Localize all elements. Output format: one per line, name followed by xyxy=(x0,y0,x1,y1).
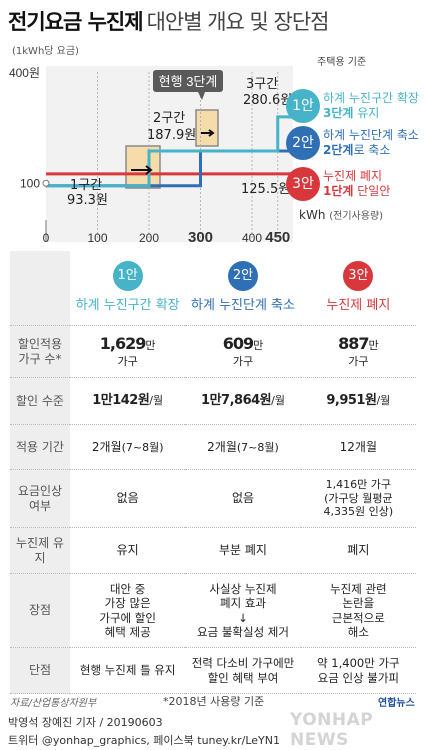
origin-marker xyxy=(42,179,50,187)
legend-badge-2: 2안 xyxy=(286,126,320,160)
cell-households-1: 1,629만 가구 xyxy=(70,325,186,378)
x-tick-label: 450 xyxy=(265,229,290,246)
title-main: 전기요금 누진제 xyxy=(8,10,144,34)
cell-discount-2: 1만7,864원/월 xyxy=(185,377,301,425)
cell-pros-2: 사실상 누진제 폐지 효과 ↓ 요금 불확실성 제거 xyxy=(185,573,301,648)
plan-2-name: 하계 누진단계 축소 xyxy=(191,298,295,314)
series-line-1 xyxy=(46,115,304,188)
yonhap-logo: 연합뉴스 xyxy=(378,698,415,709)
flat-price: 125.5원 xyxy=(241,182,291,197)
tier3-price: 280.6원 xyxy=(243,93,293,108)
chart-lines xyxy=(42,115,304,188)
x-tick-label: 400 xyxy=(242,231,262,245)
arrow-tier2 xyxy=(131,165,153,175)
row-label-period: 적용 기간 xyxy=(10,424,70,470)
plan-1-name: 하계 누진구간 확장 xyxy=(75,298,180,314)
legend-text-2: 하계 누진단계 축소 2단계로 축소 xyxy=(323,128,419,157)
legend-badge-1: 1안 xyxy=(286,89,320,123)
table-row-period: 적용 기간 2개월(7~8월) 2개월(7~8월) 12개월 xyxy=(10,424,416,470)
cell-households-2: 609만 가구 xyxy=(185,325,301,378)
x-axis-label: kWh (전기사용량) xyxy=(299,208,384,222)
plan-1-badge: 1안 xyxy=(112,261,143,292)
legend-text-3: 누진제 폐지 1단계 단일안 xyxy=(323,169,391,198)
y-axis-label: (1kWh당 요금) xyxy=(12,46,79,57)
cell-progressive-2: 부분 폐지 xyxy=(185,527,301,574)
y-tick-label: 100 xyxy=(20,176,40,190)
cell-households-3: 887만 가구 xyxy=(300,325,416,378)
tier1-price: 93.3원 xyxy=(67,193,108,208)
plan-3-name: 누진제 폐지 xyxy=(326,298,391,314)
cell-pros-1: 대안 중 가장 많은 가구에 할인 혜택 제공 xyxy=(70,573,186,648)
tier2-name: 2구간 xyxy=(153,111,186,126)
table-row-cons: 단점 현행 누진제 틀 유지 전력 다소비 가구에만 할인 혜택 부여 약 1,4… xyxy=(10,647,416,694)
current-tier3-zone xyxy=(195,109,219,147)
table-row-pros: 장점 대안 중 가장 많은 가구에 할인 혜택 제공 사실상 누진제 폐지 효과 ↓ 요금 … xyxy=(10,573,416,648)
cell-cons-2: 전력 다소비 가구에만 할인 혜택 부여 xyxy=(185,647,301,694)
chart-ticks: 400원 100 0 100 200 300 400 450 xyxy=(9,66,290,246)
row-label-progressive: 누진제 유지 xyxy=(10,527,70,574)
row-label-discount: 할인 수준 xyxy=(10,377,70,425)
watermark: YONHAP NEWS xyxy=(290,710,374,750)
title-sub: 대안별 개요 및 장단점 xyxy=(146,10,330,34)
tier3-name: 3구간 xyxy=(246,77,279,92)
x-tick-label: 100 xyxy=(87,231,107,245)
arrow-tier3 xyxy=(201,129,215,137)
table-row-discount: 할인 수준 1만142원/월 1만7,864원/월 9,951원/월 xyxy=(10,377,416,425)
legend-badge-3: 3안 xyxy=(286,167,320,201)
x-tick-label: 300 xyxy=(188,229,213,246)
table-row-households: 할인적용 가구 수* 1,629만 가구 609만 가구 887만 가구 xyxy=(10,325,416,378)
cell-progressive-3: 폐지 xyxy=(300,527,416,574)
cell-discount-3: 9,951원/월 xyxy=(300,377,416,425)
cell-discount-1: 1만142원/월 xyxy=(70,377,186,425)
cell-increase-2: 없음 xyxy=(185,469,301,528)
basis-note: 주택용 기준 xyxy=(317,57,367,68)
x-tick-label: 200 xyxy=(139,231,159,245)
cell-cons-1: 현행 누진제 틀 유지 xyxy=(70,647,186,694)
chart-plot: 400원 100 0 100 200 300 400 450 현행 3단계 xyxy=(9,66,304,246)
plan-3-badge: 3안 xyxy=(343,261,374,292)
current-label-box: 현행 3단계 xyxy=(153,70,223,100)
row-label-households: 할인적용 가구 수* xyxy=(10,325,70,378)
cell-pros-3: 누진제 관련 논란을 근본적으로 해소 xyxy=(300,573,416,648)
cell-increase-1: 없음 xyxy=(70,469,186,528)
cell-increase-3: 1,416만 가구 (가구당 월평균 4,335원 인상) xyxy=(300,469,416,528)
row-label-cons: 단점 xyxy=(10,647,70,694)
tier1-name: 1구간 xyxy=(70,178,103,193)
cell-period-1: 2개월(7~8월) xyxy=(70,424,186,470)
cell-period-2: 2개월(7~8월) xyxy=(185,424,301,470)
header-empty xyxy=(10,251,70,326)
social-links: 트위터 @yonhap_graphics, 페이스북 tuney.kr/LeYN… xyxy=(8,734,280,747)
table-row-progressive: 누진제 유지 유지 부분 폐지 폐지 xyxy=(10,527,416,574)
row-label-increase: 요금인상 여부 xyxy=(10,469,70,528)
byline: 박영석 장예진 기자 / 20190603 xyxy=(8,716,163,729)
x-tick-label: 0 xyxy=(43,231,50,245)
footnote: *2018년 사용량 기준 xyxy=(163,695,265,708)
table-row-increase: 요금인상 여부 없음 없음 1,416만 가구 (가구당 월평균 4,335원 인상… xyxy=(10,469,416,528)
cell-progressive-1: 유지 xyxy=(70,527,186,574)
current-tier2-zone xyxy=(125,145,161,189)
legend-text-1: 하계 누진구간 확장 3단계 유지 xyxy=(323,91,419,120)
cell-cons-3: 약 1,400만 가구 요금 인상 불가피 xyxy=(300,647,416,694)
down-arrow-icon: ↓ xyxy=(238,610,248,625)
row-label-pros: 장점 xyxy=(10,573,70,648)
tier2-price: 187.9원 xyxy=(147,128,197,143)
y-tick-label: 400원 xyxy=(9,66,40,80)
source-note: 자료/산업통상자원부 xyxy=(10,698,97,709)
cell-period-3: 12개월 xyxy=(300,424,416,470)
plan-2-badge: 2안 xyxy=(227,261,258,292)
current-3tier-label: 현행 3단계 xyxy=(159,74,218,89)
page-title: 전기요금 누진제 대안별 개요 및 장단점 xyxy=(8,6,330,36)
